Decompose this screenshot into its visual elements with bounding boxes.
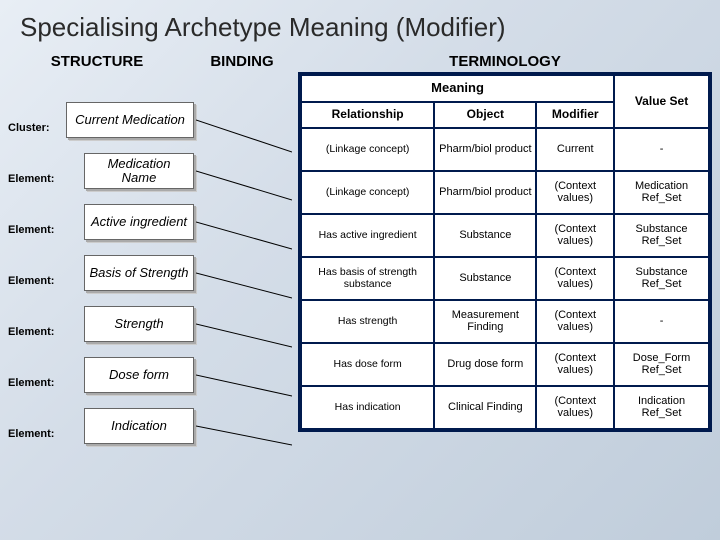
label-element: Element:	[8, 408, 64, 459]
label-element: Element:	[8, 204, 64, 255]
cell: Has indication	[302, 387, 433, 428]
cell: Has strength	[302, 301, 433, 342]
cell: -	[615, 301, 708, 342]
structure-labels: Cluster: Element: Element: Element: Elem…	[8, 102, 64, 459]
page-title: Specialising Archetype Meaning (Modifier…	[0, 0, 720, 49]
label-element: Element:	[8, 357, 64, 408]
cell: (Linkage concept)	[302, 172, 433, 213]
box-element: Active ingredient	[84, 204, 194, 240]
label-cluster: Cluster:	[8, 102, 64, 153]
binding-connectors	[196, 102, 292, 472]
cell: Drug dose form	[435, 344, 535, 385]
header-terminology: TERMINOLOGY	[302, 53, 708, 70]
label-element: Element:	[8, 306, 64, 357]
box-element: Strength	[84, 306, 194, 342]
col-relationship: Relationship	[302, 103, 433, 127]
box-element: Dose form	[84, 357, 194, 393]
cell: -	[615, 129, 708, 170]
cell: Substance	[435, 258, 535, 299]
cell: Has dose form	[302, 344, 433, 385]
cell: (Context values)	[537, 215, 613, 256]
cell: Pharm/biol product	[435, 172, 535, 213]
col-modifier: Modifier	[537, 103, 613, 127]
cell: (Context values)	[537, 301, 613, 342]
cell: (Context values)	[537, 387, 613, 428]
meaning-header: Meaning	[302, 76, 613, 101]
cell: (Context values)	[537, 344, 613, 385]
col-valueset: Value Set	[615, 76, 708, 127]
cell: Substance	[435, 215, 535, 256]
box-element: Basis of Strength	[84, 255, 194, 291]
box-element: Indication	[84, 408, 194, 444]
cell: (Context values)	[537, 172, 613, 213]
cell: Substance Ref_Set	[615, 215, 708, 256]
cell: Current	[537, 129, 613, 170]
cell: Pharm/biol product	[435, 129, 535, 170]
header-structure: STRUCTURE	[12, 53, 182, 70]
cell: (Linkage concept)	[302, 129, 433, 170]
box-element: Medication Name	[84, 153, 194, 189]
header-binding: BINDING	[182, 53, 302, 70]
cell: Has basis of strength substance	[302, 258, 433, 299]
column-headers: STRUCTURE BINDING TERMINOLOGY	[0, 49, 720, 72]
cell: Substance Ref_Set	[615, 258, 708, 299]
terminology-table: Meaning Value Set Relationship Object Mo…	[298, 72, 712, 432]
label-element: Element:	[8, 255, 64, 306]
cell: Dose_Form Ref_Set	[615, 344, 708, 385]
cell: Clinical Finding	[435, 387, 535, 428]
label-element: Element:	[8, 153, 64, 204]
structure-boxes: Current Medication Medication Name Activ…	[66, 102, 194, 459]
cell: Has active ingredient	[302, 215, 433, 256]
cell: Measurement Finding	[435, 301, 535, 342]
cell: Medication Ref_Set	[615, 172, 708, 213]
col-object: Object	[435, 103, 535, 127]
cell: (Context values)	[537, 258, 613, 299]
box-cluster: Current Medication	[66, 102, 194, 138]
cell: Indication Ref_Set	[615, 387, 708, 428]
